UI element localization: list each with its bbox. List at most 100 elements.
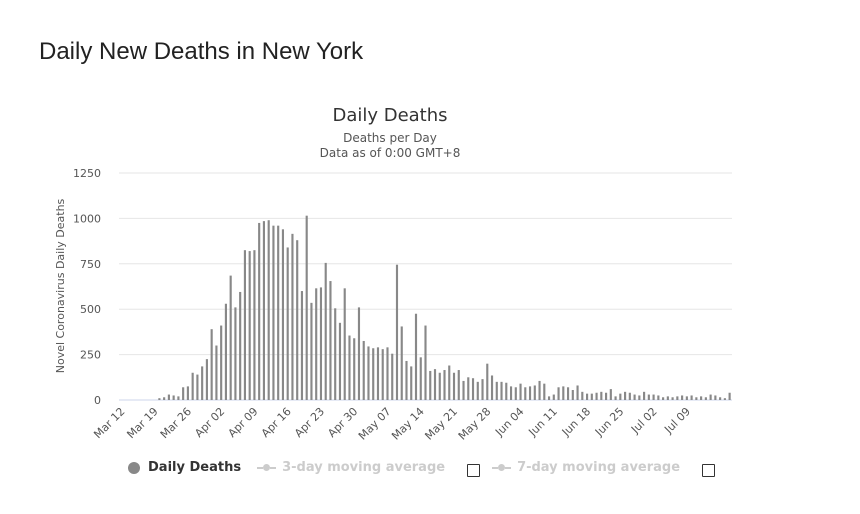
checkbox-3day-average[interactable] — [467, 464, 481, 477]
bar — [652, 394, 655, 400]
bar — [647, 394, 650, 400]
bar — [666, 396, 669, 400]
bar — [562, 386, 565, 400]
chart-subtitle: Deaths per Day — [343, 131, 437, 145]
x-tick-label: Apr 02 — [192, 405, 227, 440]
bar — [524, 387, 527, 400]
bar — [281, 229, 285, 400]
bar — [528, 386, 532, 400]
bar — [177, 396, 180, 400]
bar — [695, 397, 698, 400]
bar — [253, 250, 256, 400]
bar — [676, 396, 679, 400]
bar — [334, 308, 337, 400]
bar — [581, 391, 584, 400]
x-tick-label: Apr 23 — [292, 405, 327, 440]
bars — [158, 215, 731, 400]
bar — [457, 370, 460, 400]
bar — [547, 396, 551, 400]
bar — [229, 275, 232, 400]
bar — [728, 392, 731, 400]
x-tick-label: Jun 25 — [592, 405, 626, 439]
bar — [704, 397, 707, 400]
bar — [234, 307, 237, 400]
bar — [586, 393, 589, 400]
bar — [291, 233, 294, 400]
bar — [638, 395, 641, 400]
bar — [495, 381, 498, 400]
bar — [191, 372, 194, 400]
legend-item-daily-deaths[interactable]: Daily Deaths — [128, 460, 241, 475]
bar — [566, 387, 570, 400]
bar — [719, 397, 722, 400]
legend-dot-icon — [128, 461, 140, 474]
bar — [372, 348, 375, 400]
bar — [381, 349, 384, 400]
x-tick-label: Jun 11 — [525, 405, 559, 439]
bar — [329, 281, 332, 400]
bar — [386, 347, 389, 400]
bar — [395, 264, 399, 400]
bar — [490, 375, 494, 400]
chart-subtitle-date: Data as of 0:00 GMT+8 — [320, 146, 461, 160]
bar — [258, 222, 261, 400]
bar — [286, 247, 289, 400]
bar — [429, 370, 432, 400]
y-tick-label: 250 — [80, 349, 101, 362]
bar — [509, 386, 513, 400]
bar — [300, 291, 304, 400]
checkbox-7day-average[interactable] — [702, 464, 716, 477]
y-tick-label: 0 — [94, 394, 101, 407]
y-tick-label: 1250 — [73, 167, 101, 180]
bar — [662, 397, 665, 400]
bar — [353, 338, 356, 400]
bar — [376, 347, 380, 400]
bar — [500, 381, 503, 400]
bar — [277, 225, 280, 400]
bar — [305, 215, 308, 400]
bar — [628, 392, 631, 400]
legend-item-7day-average[interactable]: 7-day moving average — [492, 460, 680, 475]
legend-label-daily-deaths: Daily Deaths — [148, 460, 242, 475]
bar — [343, 288, 346, 400]
bar — [552, 394, 555, 400]
bar — [272, 225, 275, 400]
bar — [391, 353, 394, 400]
x-tick-label: Jun 04 — [492, 405, 526, 439]
bar — [571, 390, 574, 400]
bar — [671, 397, 674, 400]
legend: Daily Deaths 3-day moving average 7-day … — [128, 460, 727, 477]
bar — [557, 387, 560, 400]
bar — [624, 391, 627, 400]
bar — [362, 340, 365, 400]
bar — [267, 220, 270, 400]
bar — [619, 393, 622, 400]
bar — [514, 387, 517, 400]
bar — [262, 221, 265, 400]
bar — [319, 287, 323, 400]
bar — [448, 365, 451, 400]
x-tick-label: May 07 — [356, 405, 394, 443]
bar — [433, 369, 437, 400]
bar — [462, 380, 465, 400]
y-tick-labels: 0 250 500 750 1000 1250 — [73, 167, 101, 407]
x-tick-label: Jun 18 — [559, 405, 593, 439]
bar — [538, 380, 541, 400]
bar — [367, 346, 370, 400]
x-tick-label: Mar 12 — [91, 405, 127, 441]
legend-label-3day-average: 3-day moving average — [282, 460, 446, 475]
bar — [315, 288, 318, 400]
legend-item-3day-average[interactable]: 3-day moving average — [257, 460, 445, 475]
bar — [220, 325, 223, 400]
bar — [424, 325, 427, 400]
bar — [443, 370, 446, 400]
bar — [310, 302, 313, 400]
x-tick-label: Apr 16 — [259, 405, 294, 440]
bar — [196, 374, 199, 400]
bar — [633, 394, 636, 400]
bar — [543, 383, 546, 400]
x-tick-label: May 21 — [422, 405, 460, 443]
bar — [296, 240, 299, 400]
